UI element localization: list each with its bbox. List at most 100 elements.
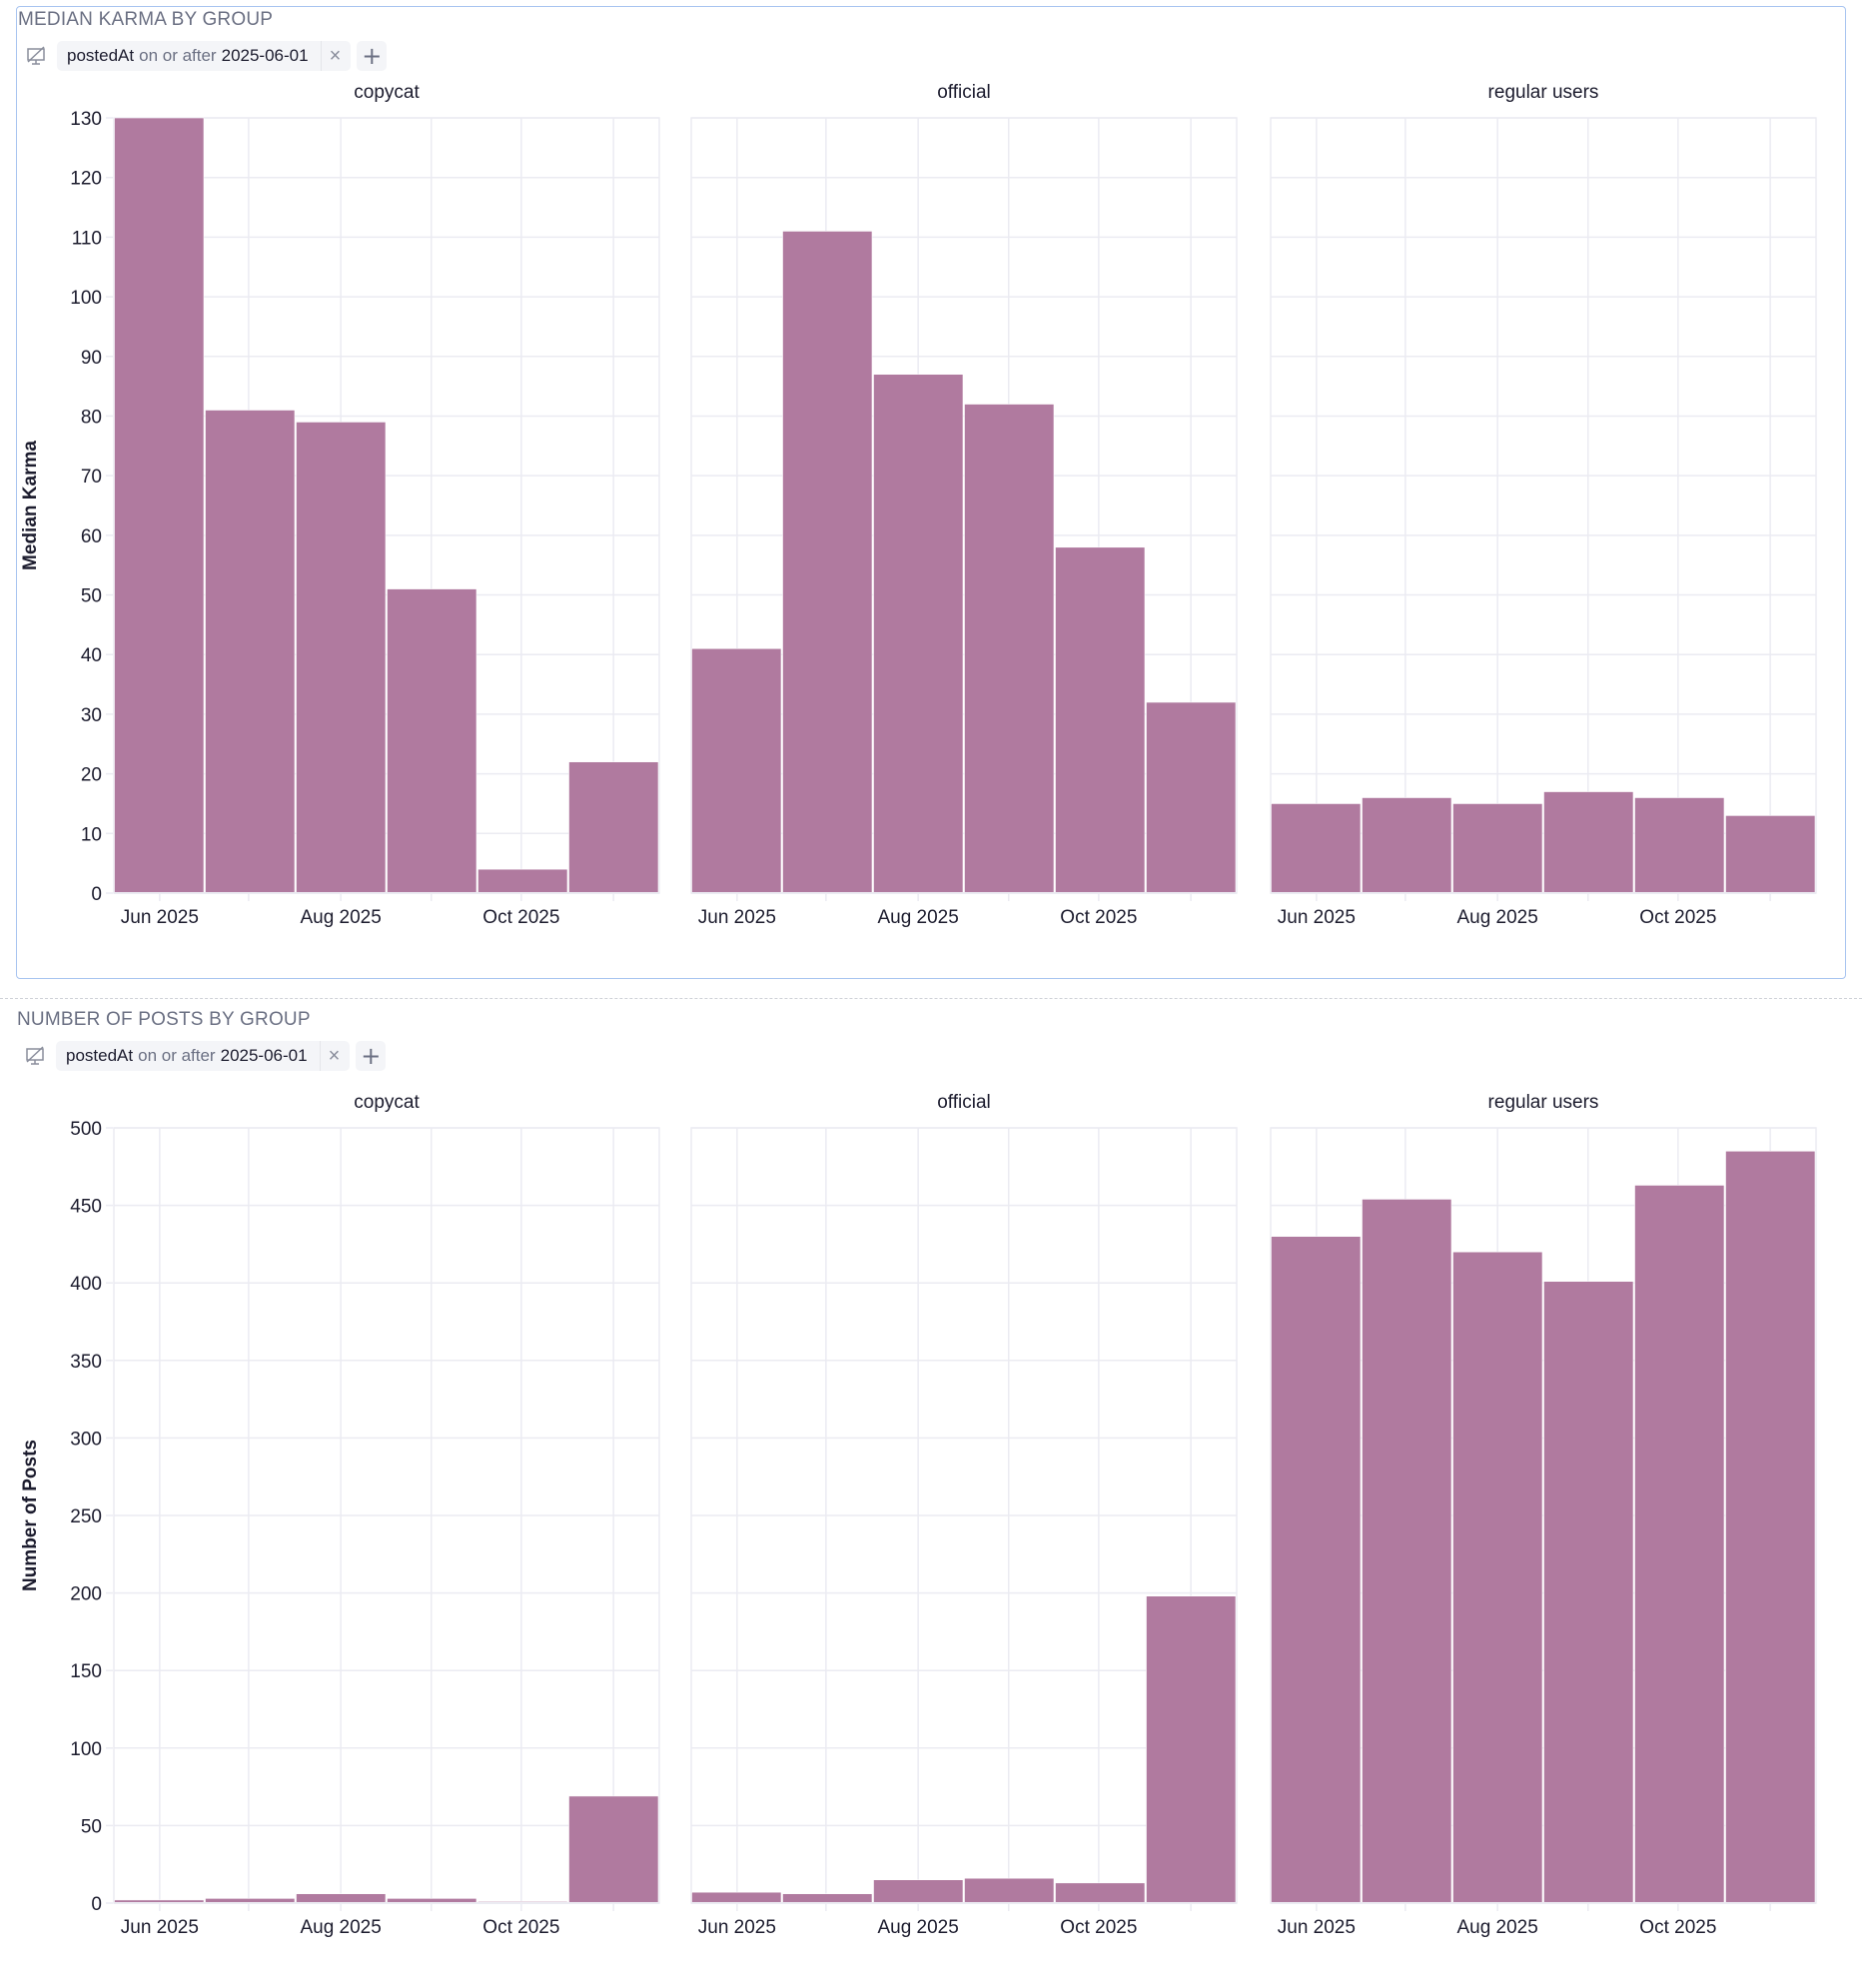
bar	[873, 1879, 964, 1904]
bar	[296, 1893, 387, 1904]
y-tick-label: 30	[81, 705, 102, 726]
filter-operator: on or after	[138, 1046, 216, 1065]
x-tick-label: Jun 2025	[121, 1917, 199, 1938]
y-tick-label: 60	[81, 526, 102, 547]
x-tick-label: Aug 2025	[877, 1917, 958, 1938]
y-tick-label: 150	[70, 1661, 102, 1682]
bar	[1146, 701, 1237, 894]
y-tick-label: 120	[70, 169, 102, 190]
add-filter-button[interactable]: +	[356, 1041, 387, 1071]
bar	[1146, 1595, 1237, 1904]
card-title: NUMBER OF POSTS BY GROUP	[17, 1009, 311, 1030]
bar	[1055, 1882, 1146, 1904]
x-tick-label: Oct 2025	[1639, 907, 1716, 928]
bar	[1634, 1185, 1725, 1904]
y-tick-label: 70	[81, 467, 102, 488]
y-tick-label: 10	[81, 824, 102, 845]
y-tick-label: 300	[70, 1429, 102, 1450]
x-tick-label: Jun 2025	[121, 907, 199, 928]
bar	[114, 117, 205, 894]
filter-operator: on or after	[139, 46, 217, 65]
bar	[964, 404, 1055, 894]
bar	[568, 1795, 659, 1904]
y-tick-label: 80	[81, 407, 102, 428]
x-tick-label: Aug 2025	[300, 907, 381, 928]
plot-area	[113, 117, 660, 894]
bar	[964, 1877, 1055, 1904]
y-tick-label: 20	[81, 765, 102, 786]
bar	[691, 1891, 782, 1904]
bar	[873, 374, 964, 894]
x-tick-label: Aug 2025	[877, 907, 958, 928]
x-tick-label: Jun 2025	[698, 907, 776, 928]
x-tick-label: Oct 2025	[1060, 907, 1137, 928]
filter-bar: postedAt on or after 2025-06-01 × +	[20, 1041, 387, 1071]
bar	[1634, 797, 1725, 894]
y-tick-label: 110	[72, 228, 102, 249]
y-tick-label: 400	[70, 1274, 102, 1295]
facet-title: official	[937, 1092, 991, 1113]
y-axis-title: Number of Posts	[20, 1440, 41, 1591]
y-tick-label: 0	[91, 884, 102, 905]
y-tick-label: 200	[70, 1584, 102, 1605]
y-tick-label: 50	[81, 1816, 102, 1837]
bar	[387, 588, 477, 894]
y-tick-label: 100	[70, 1739, 102, 1760]
bar	[691, 647, 782, 894]
y-tick-label: 450	[70, 1197, 102, 1218]
bar	[568, 761, 659, 894]
bar	[1271, 803, 1362, 894]
bar	[1271, 1236, 1362, 1904]
y-tick-label: 40	[81, 645, 102, 666]
bar	[1725, 815, 1816, 894]
bar	[1452, 803, 1543, 894]
x-tick-label: Oct 2025	[482, 907, 559, 928]
y-tick-label: 100	[70, 288, 102, 309]
filter-bar: postedAt on or after 2025-06-01 × +	[21, 41, 388, 71]
y-tick-label: 50	[81, 586, 102, 607]
crossfilter-off-icon[interactable]	[21, 41, 51, 71]
facet-title: regular users	[1488, 82, 1599, 103]
bar	[1452, 1251, 1543, 1904]
filter-field: postedAt	[66, 1046, 134, 1065]
bar	[1543, 791, 1634, 894]
bar	[1543, 1281, 1634, 1904]
bar	[1725, 1150, 1816, 1904]
filter-value: 2025-06-01	[221, 46, 309, 65]
filter-field: postedAt	[67, 46, 135, 65]
y-tick-label: 130	[70, 109, 102, 130]
facet-title: regular users	[1488, 1092, 1599, 1113]
bar	[1055, 546, 1146, 894]
bar	[1362, 1199, 1452, 1904]
y-tick-label: 0	[91, 1894, 102, 1915]
x-tick-label: Oct 2025	[482, 1917, 559, 1938]
posted-at-filter-pill[interactable]: postedAt on or after 2025-06-01 ×	[57, 41, 352, 71]
crossfilter-off-icon[interactable]	[20, 1041, 50, 1071]
card-title: MEDIAN KARMA BY GROUP	[18, 9, 274, 30]
add-filter-button[interactable]: +	[357, 41, 388, 71]
x-tick-label: Oct 2025	[1639, 1917, 1716, 1938]
median-karma-card[interactable]: MEDIAN KARMA BY GROUP postedAt on or aft…	[16, 6, 1846, 979]
x-tick-label: Jun 2025	[698, 1917, 776, 1938]
y-tick-label: 350	[70, 1352, 102, 1373]
posted-at-filter-pill[interactable]: postedAt on or after 2025-06-01 ×	[56, 1041, 351, 1071]
bar	[1362, 797, 1452, 894]
section-divider	[0, 998, 1862, 999]
x-tick-label: Aug 2025	[1456, 1917, 1537, 1938]
y-axis-title: Median Karma	[20, 441, 41, 570]
bar	[296, 422, 387, 894]
filter-value: 2025-06-01	[220, 1046, 308, 1065]
number-of-posts-card[interactable]: NUMBER OF POSTS BY GROUP postedAt on or …	[16, 1007, 1846, 1981]
bar	[477, 868, 568, 894]
y-tick-label: 250	[70, 1506, 102, 1527]
x-tick-label: Aug 2025	[1456, 907, 1537, 928]
facet-title: copycat	[354, 1092, 420, 1113]
x-tick-label: Aug 2025	[300, 1917, 381, 1938]
x-tick-label: Oct 2025	[1060, 1917, 1137, 1938]
facet-title: official	[937, 82, 991, 103]
bar	[782, 231, 873, 894]
remove-filter-icon[interactable]: ×	[319, 1041, 340, 1071]
y-tick-label: 90	[81, 348, 102, 369]
remove-filter-icon[interactable]: ×	[320, 41, 341, 71]
